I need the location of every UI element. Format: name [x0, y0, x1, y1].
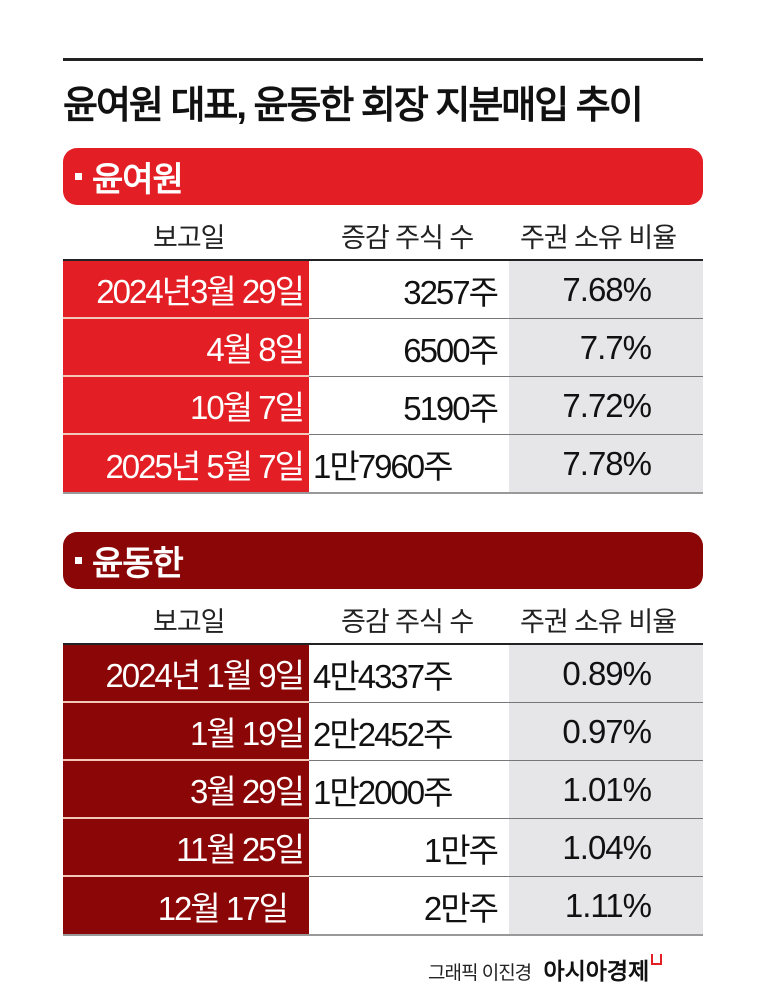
table-yoon-yeowon: 2024년3월 29일 3257주 7.68% 4월 8일 6500주 7.7%… — [63, 259, 703, 494]
cell-ratio: 1.11% — [509, 877, 703, 934]
cell-date: 4월 8일 — [63, 319, 309, 377]
table-row: 2024년3월 29일 3257주 7.68% — [63, 261, 703, 319]
cell-date: 11월 25일 — [63, 819, 309, 877]
cell-shares: 5190주 — [403, 389, 499, 427]
column-header-ratio: 주권 소유 비율 — [520, 607, 677, 637]
section-header-yoon-yeowon: 윤여원 — [63, 148, 703, 205]
column-header-date: 보고일 — [153, 607, 226, 637]
cell-ratio: 7.78% — [509, 435, 703, 492]
column-header-shares: 증감 주식 수 — [341, 607, 474, 637]
cell-ratio: 7.68% — [509, 261, 703, 318]
table-row: 12월 17일 2만주 1.11% — [63, 877, 703, 936]
table-row: 10월 7일 5190주 7.72% — [63, 377, 703, 435]
graphic-credit: 그래픽 이진경 — [428, 963, 532, 984]
page-title: 윤여원 대표, 윤동한 회장 지분매입 추이 — [63, 85, 644, 127]
bullet-icon — [75, 173, 82, 180]
cell-ratio: 0.89% — [509, 645, 703, 702]
cell-date: 3월 29일 — [63, 761, 309, 819]
bullet-icon — [75, 557, 82, 564]
cell-shares: 3257주 — [403, 273, 499, 311]
table-row: 2024년 1월 9일 4만4337주 0.89% — [63, 645, 703, 703]
table-row: 3월 29일 1만2000주 1.01% — [63, 761, 703, 819]
cell-ratio: 1.04% — [509, 819, 703, 876]
cell-date: 1월 19일 — [63, 703, 309, 761]
table-row: 2025년 5월 7일 1만7960주 7.78% — [63, 435, 703, 494]
section-header-yoon-donghan: 윤동한 — [63, 532, 703, 589]
cell-ratio: 7.72% — [509, 377, 703, 434]
cell-date: 2025년 5월 7일 — [63, 435, 309, 492]
column-headers: 보고일 증감 주식 수 주권 소유 비율 — [63, 598, 703, 638]
cell-date: 10월 7일 — [63, 377, 309, 435]
column-header-shares: 증감 주식 수 — [341, 223, 474, 253]
column-header-ratio: 주권 소유 비율 — [520, 223, 677, 253]
column-headers: 보고일 증감 주식 수 주권 소유 비율 — [63, 214, 703, 254]
table-yoon-donghan: 2024년 1월 9일 4만4337주 0.89% 1월 19일 2만2452주… — [63, 643, 703, 936]
cell-date: 12월 17일 — [63, 877, 309, 934]
cell-shares: 4만4337주 — [313, 657, 454, 695]
cell-ratio: 7.7% — [509, 319, 703, 376]
table-row: 4월 8일 6500주 7.7% — [63, 319, 703, 377]
section-title: 윤동한 — [92, 545, 184, 583]
brand-logo-text: 아시아경제 — [543, 958, 650, 984]
cell-shares: 1만주 — [423, 831, 499, 869]
cell-shares: 1만7960주 — [313, 447, 454, 485]
cell-shares: 2만2452주 — [313, 715, 454, 753]
cell-shares: 2만주 — [423, 889, 499, 927]
cell-date: 2024년 1월 9일 — [63, 645, 309, 703]
top-rule — [63, 58, 703, 61]
footer-credit: 그래픽 이진경 아시아경제 — [428, 952, 663, 986]
table-row: 1월 19일 2만2452주 0.97% — [63, 703, 703, 761]
cell-shares: 1만2000주 — [313, 773, 454, 811]
column-header-date: 보고일 — [153, 223, 226, 253]
cell-ratio: 0.97% — [509, 703, 703, 760]
cell-shares: 6500주 — [403, 331, 499, 369]
cell-date: 2024년3월 29일 — [63, 261, 309, 319]
table-row: 11월 25일 1만주 1.04% — [63, 819, 703, 877]
cell-ratio: 1.01% — [509, 761, 703, 818]
brand-mark-icon — [651, 954, 663, 965]
section-title: 윤여원 — [92, 161, 184, 199]
